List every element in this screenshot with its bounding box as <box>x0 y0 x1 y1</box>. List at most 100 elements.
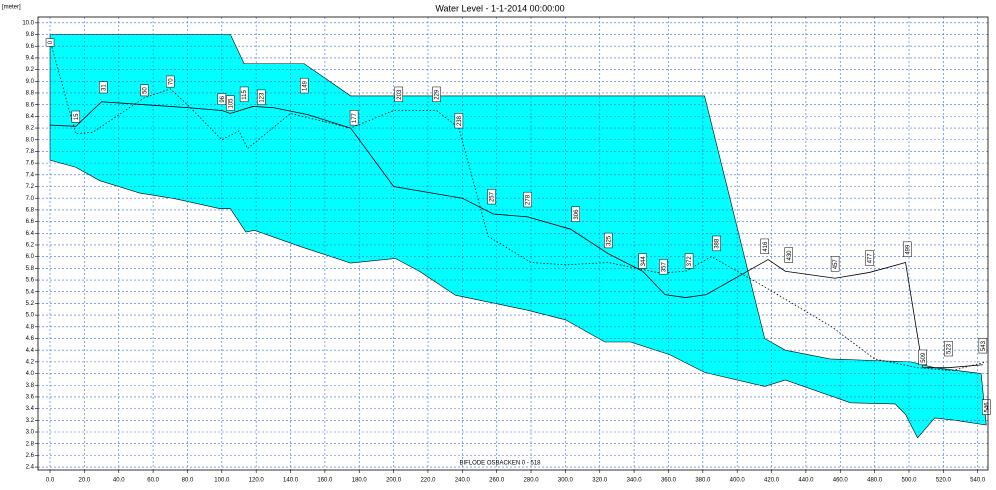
chainage-label: 203 <box>394 86 404 103</box>
label-text: 357 <box>661 262 667 273</box>
label-text: 177 <box>352 112 358 123</box>
y-tick-label: 8.4 <box>26 114 35 120</box>
y-unit: [meter] <box>2 5 21 11</box>
chainage-label: 357 <box>659 259 668 275</box>
x-tick-label: 160.0 <box>317 478 333 484</box>
chainage-label: 177 <box>349 110 359 126</box>
x-tick-label: 80.0 <box>182 478 194 484</box>
y-tick-label: 6.0 <box>26 254 35 260</box>
y-tick-label: 4.8 <box>26 324 35 330</box>
label-text: 123 <box>259 92 265 103</box>
label-box <box>638 253 647 269</box>
x-tick-label: 340.0 <box>627 478 643 484</box>
x-tick-label: 220.0 <box>420 478 436 484</box>
label-text: 0 <box>48 40 54 44</box>
y-tick-label: 9.8 <box>26 32 35 38</box>
y-tick-label: 7.6 <box>26 161 35 167</box>
chainage-label: 149 <box>300 77 309 94</box>
label-box <box>45 38 55 47</box>
chainage-label: 278 <box>523 191 532 208</box>
y-tick-label: 9.2 <box>26 67 35 73</box>
y-tick-label: 8.6 <box>26 102 35 108</box>
label-box <box>487 188 496 205</box>
y-tick-label: 5.6 <box>26 278 35 284</box>
chainage-label: 509 <box>918 349 927 366</box>
x-tick-label: 440.0 <box>798 478 814 484</box>
y-tick-label: 7.8 <box>26 149 35 155</box>
label-text: 50 <box>143 87 149 94</box>
y-tick-label: 7.2 <box>26 184 35 190</box>
plot-frame <box>37 16 989 471</box>
x-tick-label: 520.0 <box>936 478 952 484</box>
label-box <box>830 256 840 272</box>
label-box <box>865 250 874 266</box>
label-box <box>604 232 613 249</box>
label-box <box>944 340 953 357</box>
label-text: 523 <box>947 343 953 354</box>
chainage-label: 457 <box>830 256 840 272</box>
chainage-label: 306 <box>571 206 580 222</box>
label-text: 546 <box>984 402 990 413</box>
label-box <box>978 338 988 354</box>
y-tick-label: 5.8 <box>26 266 35 272</box>
label-box <box>226 95 235 111</box>
y-tick-label: 5.4 <box>26 289 35 295</box>
level-line <box>50 101 983 369</box>
label-box <box>903 241 912 257</box>
label-text: 477 <box>868 253 874 264</box>
label-box <box>760 238 769 254</box>
chainage-label: 50 <box>140 84 149 97</box>
label-text: 115 <box>242 90 248 100</box>
x-tick-label: 460.0 <box>833 478 849 484</box>
x-tick-label: 360.0 <box>661 478 677 484</box>
label-text: 499 <box>905 244 911 255</box>
label-box <box>394 86 404 103</box>
chainage-label: 344 <box>638 253 647 269</box>
chainage-label: 238 <box>454 113 464 129</box>
x-tick-label: 280.0 <box>524 478 540 484</box>
label-text: 325 <box>606 235 612 246</box>
label-text: 149 <box>302 80 308 91</box>
y-tick-label: 4.0 <box>26 371 35 377</box>
y-tick-label: 3.2 <box>26 418 35 424</box>
chainage-label: 546 <box>982 399 991 415</box>
label-text: 388 <box>715 238 721 249</box>
x-tick-label: 140.0 <box>283 478 299 484</box>
chainage-label: 105 <box>226 95 235 111</box>
label-text: 416 <box>763 241 769 252</box>
chainage-label: 523 <box>944 340 953 357</box>
label-text: 238 <box>457 115 463 126</box>
y-tick-label: 8.8 <box>26 91 35 97</box>
x-tick-label: 300.0 <box>558 478 574 484</box>
label-text: 344 <box>641 256 647 267</box>
chainage-label: 416 <box>760 238 769 254</box>
y-tick-label: 5.2 <box>26 301 35 307</box>
chainage-label: 388 <box>712 235 721 252</box>
y-tick-label: 2.6 <box>26 453 35 459</box>
y-tick-label: 9.6 <box>26 44 35 50</box>
label-text: 70 <box>168 78 174 85</box>
y-tick-label: 3.0 <box>26 430 35 436</box>
x-tick-label: 480.0 <box>867 478 883 484</box>
chainage-label: 31 <box>99 81 108 94</box>
x-tick-label: 420.0 <box>764 478 780 484</box>
label-box <box>454 113 464 129</box>
label-text: 15 <box>74 113 80 120</box>
x-tick-label: 0.0 <box>46 478 55 484</box>
label-box <box>140 84 149 97</box>
y-tick-label: 2.4 <box>26 465 35 471</box>
label-box <box>71 110 81 123</box>
chainage-label: 325 <box>604 232 613 249</box>
y-tick-label: 3.8 <box>26 383 35 389</box>
x-tick-label: 260.0 <box>489 478 505 484</box>
x-tick-label: 320.0 <box>592 478 608 484</box>
chainage-label: 477 <box>865 250 874 266</box>
label-box <box>571 206 580 222</box>
branch-label: BIFLODE OSBACKEN 0 - 518 <box>459 461 541 467</box>
x-tick-label: 20.0 <box>79 478 91 484</box>
chainage-label: 115 <box>239 86 249 103</box>
label-text: 96 <box>220 95 226 102</box>
x-tick-label: 380.0 <box>695 478 711 484</box>
x-tick-label: 540.0 <box>970 478 986 484</box>
label-text: 306 <box>574 209 580 220</box>
